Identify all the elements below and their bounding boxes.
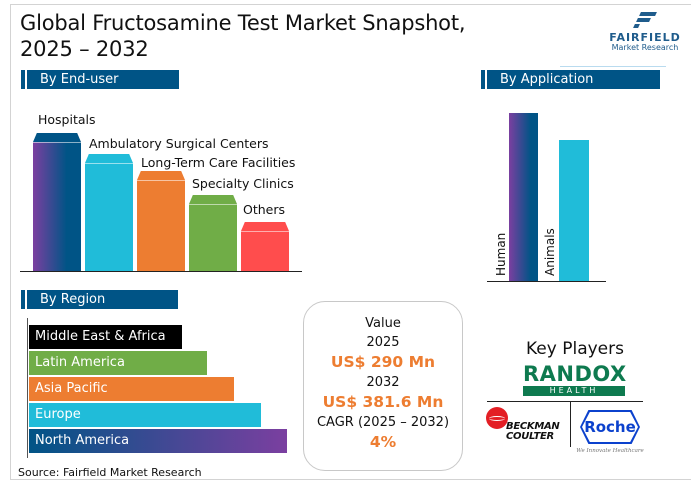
beckman-globe-icon xyxy=(486,407,508,429)
randox-sub: HEALTH xyxy=(523,386,625,396)
roche-logo: Roche xyxy=(580,410,640,444)
label-others: Others xyxy=(243,202,286,217)
application-x-axis xyxy=(487,281,606,282)
section-header-application: By Application xyxy=(481,70,660,89)
source-note: Source: Fairfield Market Research xyxy=(18,466,202,479)
value-label: Value xyxy=(365,316,401,331)
section-header-end-user: By End-user xyxy=(21,70,179,89)
logo-brand: FAIRFIELD xyxy=(609,31,681,44)
label-hospitals: Hospitals xyxy=(38,112,96,127)
beckman-line2: COULTER xyxy=(506,431,554,442)
bar-latin-america: Latin America xyxy=(29,351,207,375)
bar-ambulatory-surgical-centers xyxy=(85,154,133,271)
label-ambulatory-surgical-centers: Ambulatory Surgical Centers xyxy=(89,136,269,151)
region-y-axis xyxy=(27,318,28,458)
title-line-1: Global Fructosamine Test Market Snapshot… xyxy=(20,11,466,35)
bar-long-term-care xyxy=(137,171,185,271)
randox-logo: RANDOX HEALTH xyxy=(523,362,627,396)
page-title: Global Fructosamine Test Market Snapshot… xyxy=(20,10,466,62)
logo-divider xyxy=(560,66,666,67)
fairfield-logo-icon xyxy=(633,12,657,28)
infographic-frame xyxy=(10,4,691,480)
year-2032: 2032 xyxy=(366,375,400,390)
label-specialty-clinics: Specialty Clinics xyxy=(192,176,294,191)
roche-tagline: We Innovate Healthcare xyxy=(576,448,644,454)
bar-asia-pacific: Asia Pacific xyxy=(29,377,234,401)
market-value-card: Value 2025 US$ 290 Mn 2032 US$ 381.6 Mn … xyxy=(303,301,463,471)
title-line-2: 2025 – 2032 xyxy=(20,37,149,61)
fairfield-logo: FAIRFIELD Market Research xyxy=(600,10,690,53)
beckman-coulter-logo: BECKMAN COULTER xyxy=(484,405,570,445)
section-header-region: By Region xyxy=(21,290,178,309)
logo-subtitle: Market Research xyxy=(611,43,679,52)
label-long-term-care: Long-Term Care Facilities xyxy=(141,155,296,170)
value-2032: US$ 381.6 Mn xyxy=(322,393,444,411)
key-players-divider-v xyxy=(570,402,571,447)
end-user-x-axis xyxy=(20,271,302,272)
bar-europe: Europe xyxy=(29,403,261,427)
bar-hospitals xyxy=(33,133,81,271)
bar-north-america: North America xyxy=(29,429,287,453)
randox-name: RANDOX xyxy=(523,362,627,386)
bar-others xyxy=(241,222,289,271)
cagr-value: 4% xyxy=(369,433,397,451)
roche-name: Roche xyxy=(584,418,636,436)
beckman-line1: BECKMAN xyxy=(506,421,560,432)
year-2025: 2025 xyxy=(366,335,400,350)
key-players-title: Key Players xyxy=(526,339,624,359)
bar-animals xyxy=(559,140,589,281)
key-players-divider-h xyxy=(487,401,643,402)
bar-human xyxy=(509,113,538,281)
bar-middle-east-africa: Middle East & Africa xyxy=(29,325,182,349)
value-2025: US$ 290 Mn xyxy=(330,353,436,371)
bar-specialty-clinics xyxy=(189,195,237,271)
cagr-label: CAGR (2025 – 2032) xyxy=(316,415,450,430)
label-human: Human xyxy=(494,232,508,276)
label-animals: Animals xyxy=(543,228,557,276)
